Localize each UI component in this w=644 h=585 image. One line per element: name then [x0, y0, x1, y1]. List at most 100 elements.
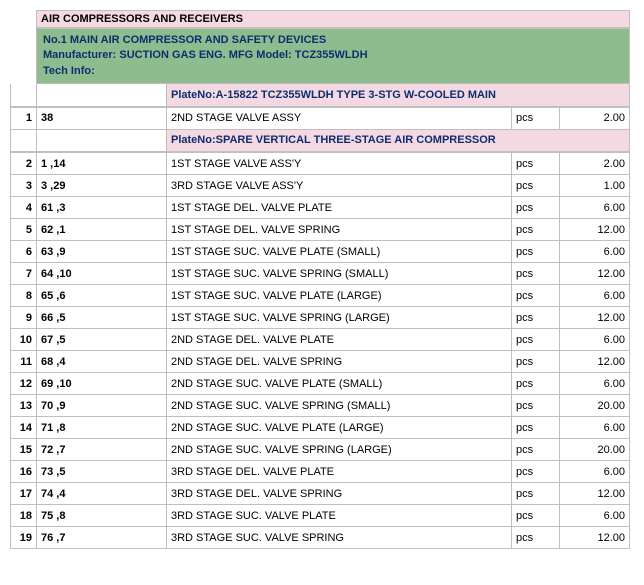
- part-description: 1ST STAGE SUC. VALVE SPRING (LARGE): [167, 307, 512, 329]
- table-row: 1370 ,92ND STAGE SUC. VALVE SPRING (SMAL…: [11, 395, 630, 417]
- part-description: 2ND STAGE SUC. VALVE SPRING (LARGE): [167, 439, 512, 461]
- unit: pcs: [512, 219, 560, 241]
- row-index: 5: [11, 219, 37, 241]
- part-description: 2ND STAGE SUC. VALVE PLATE (SMALL): [167, 373, 512, 395]
- plate-1-label: PlateNo:A-15822 TCZ355WLDH TYPE 3-STG W-…: [167, 84, 630, 106]
- quantity: 12.00: [560, 351, 630, 373]
- quantity: 2.00: [560, 153, 630, 175]
- row-index: 6: [11, 241, 37, 263]
- unit: pcs: [512, 461, 560, 483]
- header-line-1: No.1 MAIN AIR COMPRESSOR AND SAFETY DEVI…: [43, 33, 623, 48]
- quantity: 2.00: [560, 107, 630, 129]
- part-code: 72 ,7: [37, 439, 167, 461]
- part-code: 65 ,6: [37, 285, 167, 307]
- quantity: 12.00: [560, 483, 630, 505]
- quantity: 6.00: [560, 197, 630, 219]
- unit: pcs: [512, 527, 560, 549]
- part-description: 3RD STAGE DEL. VALVE SPRING: [167, 483, 512, 505]
- row-index: 1: [11, 107, 37, 129]
- row-index: 3: [11, 175, 37, 197]
- part-description: 2ND STAGE DEL. VALVE SPRING: [167, 351, 512, 373]
- part-description: 1ST STAGE SUC. VALVE SPRING (SMALL): [167, 263, 512, 285]
- table-row: 1067 ,52ND STAGE DEL. VALVE PLATEpcs6.00: [11, 329, 630, 351]
- header-line-3: Tech Info:: [43, 64, 623, 79]
- part-description: 1ST STAGE VALVE ASS'Y: [167, 153, 512, 175]
- part-code: 75 ,8: [37, 505, 167, 527]
- part-description: 2ND STAGE DEL. VALVE PLATE: [167, 329, 512, 351]
- part-code: 3 ,29: [37, 175, 167, 197]
- quantity: 20.00: [560, 439, 630, 461]
- table-row: 21 ,141ST STAGE VALVE ASS'Ypcs2.00: [11, 153, 630, 175]
- part-description: 3RD STAGE DEL. VALVE PLATE: [167, 461, 512, 483]
- table-row: 1875 ,83RD STAGE SUC. VALVE PLATEpcs6.00: [11, 505, 630, 527]
- quantity: 6.00: [560, 373, 630, 395]
- part-description: 2ND STAGE VALVE ASSY: [167, 107, 512, 129]
- row-index: 7: [11, 263, 37, 285]
- table-row: 663 ,91ST STAGE SUC. VALVE PLATE (SMALL)…: [11, 241, 630, 263]
- row-index: 17: [11, 483, 37, 505]
- plate-1-header: PlateNo:A-15822 TCZ355WLDH TYPE 3-STG W-…: [10, 84, 630, 107]
- parts-listing: AIR COMPRESSORS AND RECEIVERS No.1 MAIN …: [10, 10, 630, 549]
- unit: pcs: [512, 175, 560, 197]
- table-row: 33 ,293RD STAGE VALVE ASS'Ypcs1.00: [11, 175, 630, 197]
- header-line-2: Manufacturer: SUCTION GAS ENG. MFG Model…: [43, 48, 623, 63]
- unit: pcs: [512, 395, 560, 417]
- table-row: 1168 ,42ND STAGE DEL. VALVE SPRINGpcs12.…: [11, 351, 630, 373]
- part-description: 2ND STAGE SUC. VALVE SPRING (SMALL): [167, 395, 512, 417]
- quantity: 6.00: [560, 329, 630, 351]
- row-index: 15: [11, 439, 37, 461]
- unit: pcs: [512, 329, 560, 351]
- unit: pcs: [512, 505, 560, 527]
- quantity: 6.00: [560, 461, 630, 483]
- unit: pcs: [512, 483, 560, 505]
- quantity: 1.00: [560, 175, 630, 197]
- part-code: 67 ,5: [37, 329, 167, 351]
- unit: pcs: [512, 417, 560, 439]
- part-code: 66 ,5: [37, 307, 167, 329]
- row-index: 12: [11, 373, 37, 395]
- table-row: 764 ,101ST STAGE SUC. VALVE SPRING (SMAL…: [11, 263, 630, 285]
- quantity: 12.00: [560, 527, 630, 549]
- part-code: 71 ,8: [37, 417, 167, 439]
- equipment-header: No.1 MAIN AIR COMPRESSOR AND SAFETY DEVI…: [36, 28, 630, 84]
- part-code: 62 ,1: [37, 219, 167, 241]
- row-index: 4: [11, 197, 37, 219]
- part-code: 70 ,9: [37, 395, 167, 417]
- quantity: 6.00: [560, 505, 630, 527]
- table-row: 1471 ,82ND STAGE SUC. VALVE PLATE (LARGE…: [11, 417, 630, 439]
- quantity: 12.00: [560, 263, 630, 285]
- table-row: 1382ND STAGE VALVE ASSYpcs2.00: [11, 107, 630, 129]
- plate-2-header: PlateNo:SPARE VERTICAL THREE-STAGE AIR C…: [10, 130, 630, 153]
- unit: pcs: [512, 351, 560, 373]
- part-code: 69 ,10: [37, 373, 167, 395]
- table-row: 1572 ,72ND STAGE SUC. VALVE SPRING (LARG…: [11, 439, 630, 461]
- part-code: 76 ,7: [37, 527, 167, 549]
- part-description: 2ND STAGE SUC. VALVE PLATE (LARGE): [167, 417, 512, 439]
- unit: pcs: [512, 153, 560, 175]
- row-index: 2: [11, 153, 37, 175]
- unit: pcs: [512, 241, 560, 263]
- part-code: 1 ,14: [37, 153, 167, 175]
- part-code: 73 ,5: [37, 461, 167, 483]
- row-index: 18: [11, 505, 37, 527]
- unit: pcs: [512, 107, 560, 129]
- quantity: 6.00: [560, 417, 630, 439]
- table-row: 1774 ,43RD STAGE DEL. VALVE SPRINGpcs12.…: [11, 483, 630, 505]
- part-description: 1ST STAGE DEL. VALVE PLATE: [167, 197, 512, 219]
- row-index: 8: [11, 285, 37, 307]
- table-row: 865 ,61ST STAGE SUC. VALVE PLATE (LARGE)…: [11, 285, 630, 307]
- unit: pcs: [512, 307, 560, 329]
- part-description: 1ST STAGE SUC. VALVE PLATE (SMALL): [167, 241, 512, 263]
- part-code: 74 ,4: [37, 483, 167, 505]
- unit: pcs: [512, 439, 560, 461]
- table-row: 1269 ,102ND STAGE SUC. VALVE PLATE (SMAL…: [11, 373, 630, 395]
- part-description: 1ST STAGE SUC. VALVE PLATE (LARGE): [167, 285, 512, 307]
- row-index: 19: [11, 527, 37, 549]
- unit: pcs: [512, 197, 560, 219]
- row-index: 10: [11, 329, 37, 351]
- row-index: 14: [11, 417, 37, 439]
- quantity: 12.00: [560, 307, 630, 329]
- part-description: 3RD STAGE SUC. VALVE SPRING: [167, 527, 512, 549]
- quantity: 6.00: [560, 285, 630, 307]
- parts-table-group-1: 1382ND STAGE VALVE ASSYpcs2.00: [10, 107, 630, 130]
